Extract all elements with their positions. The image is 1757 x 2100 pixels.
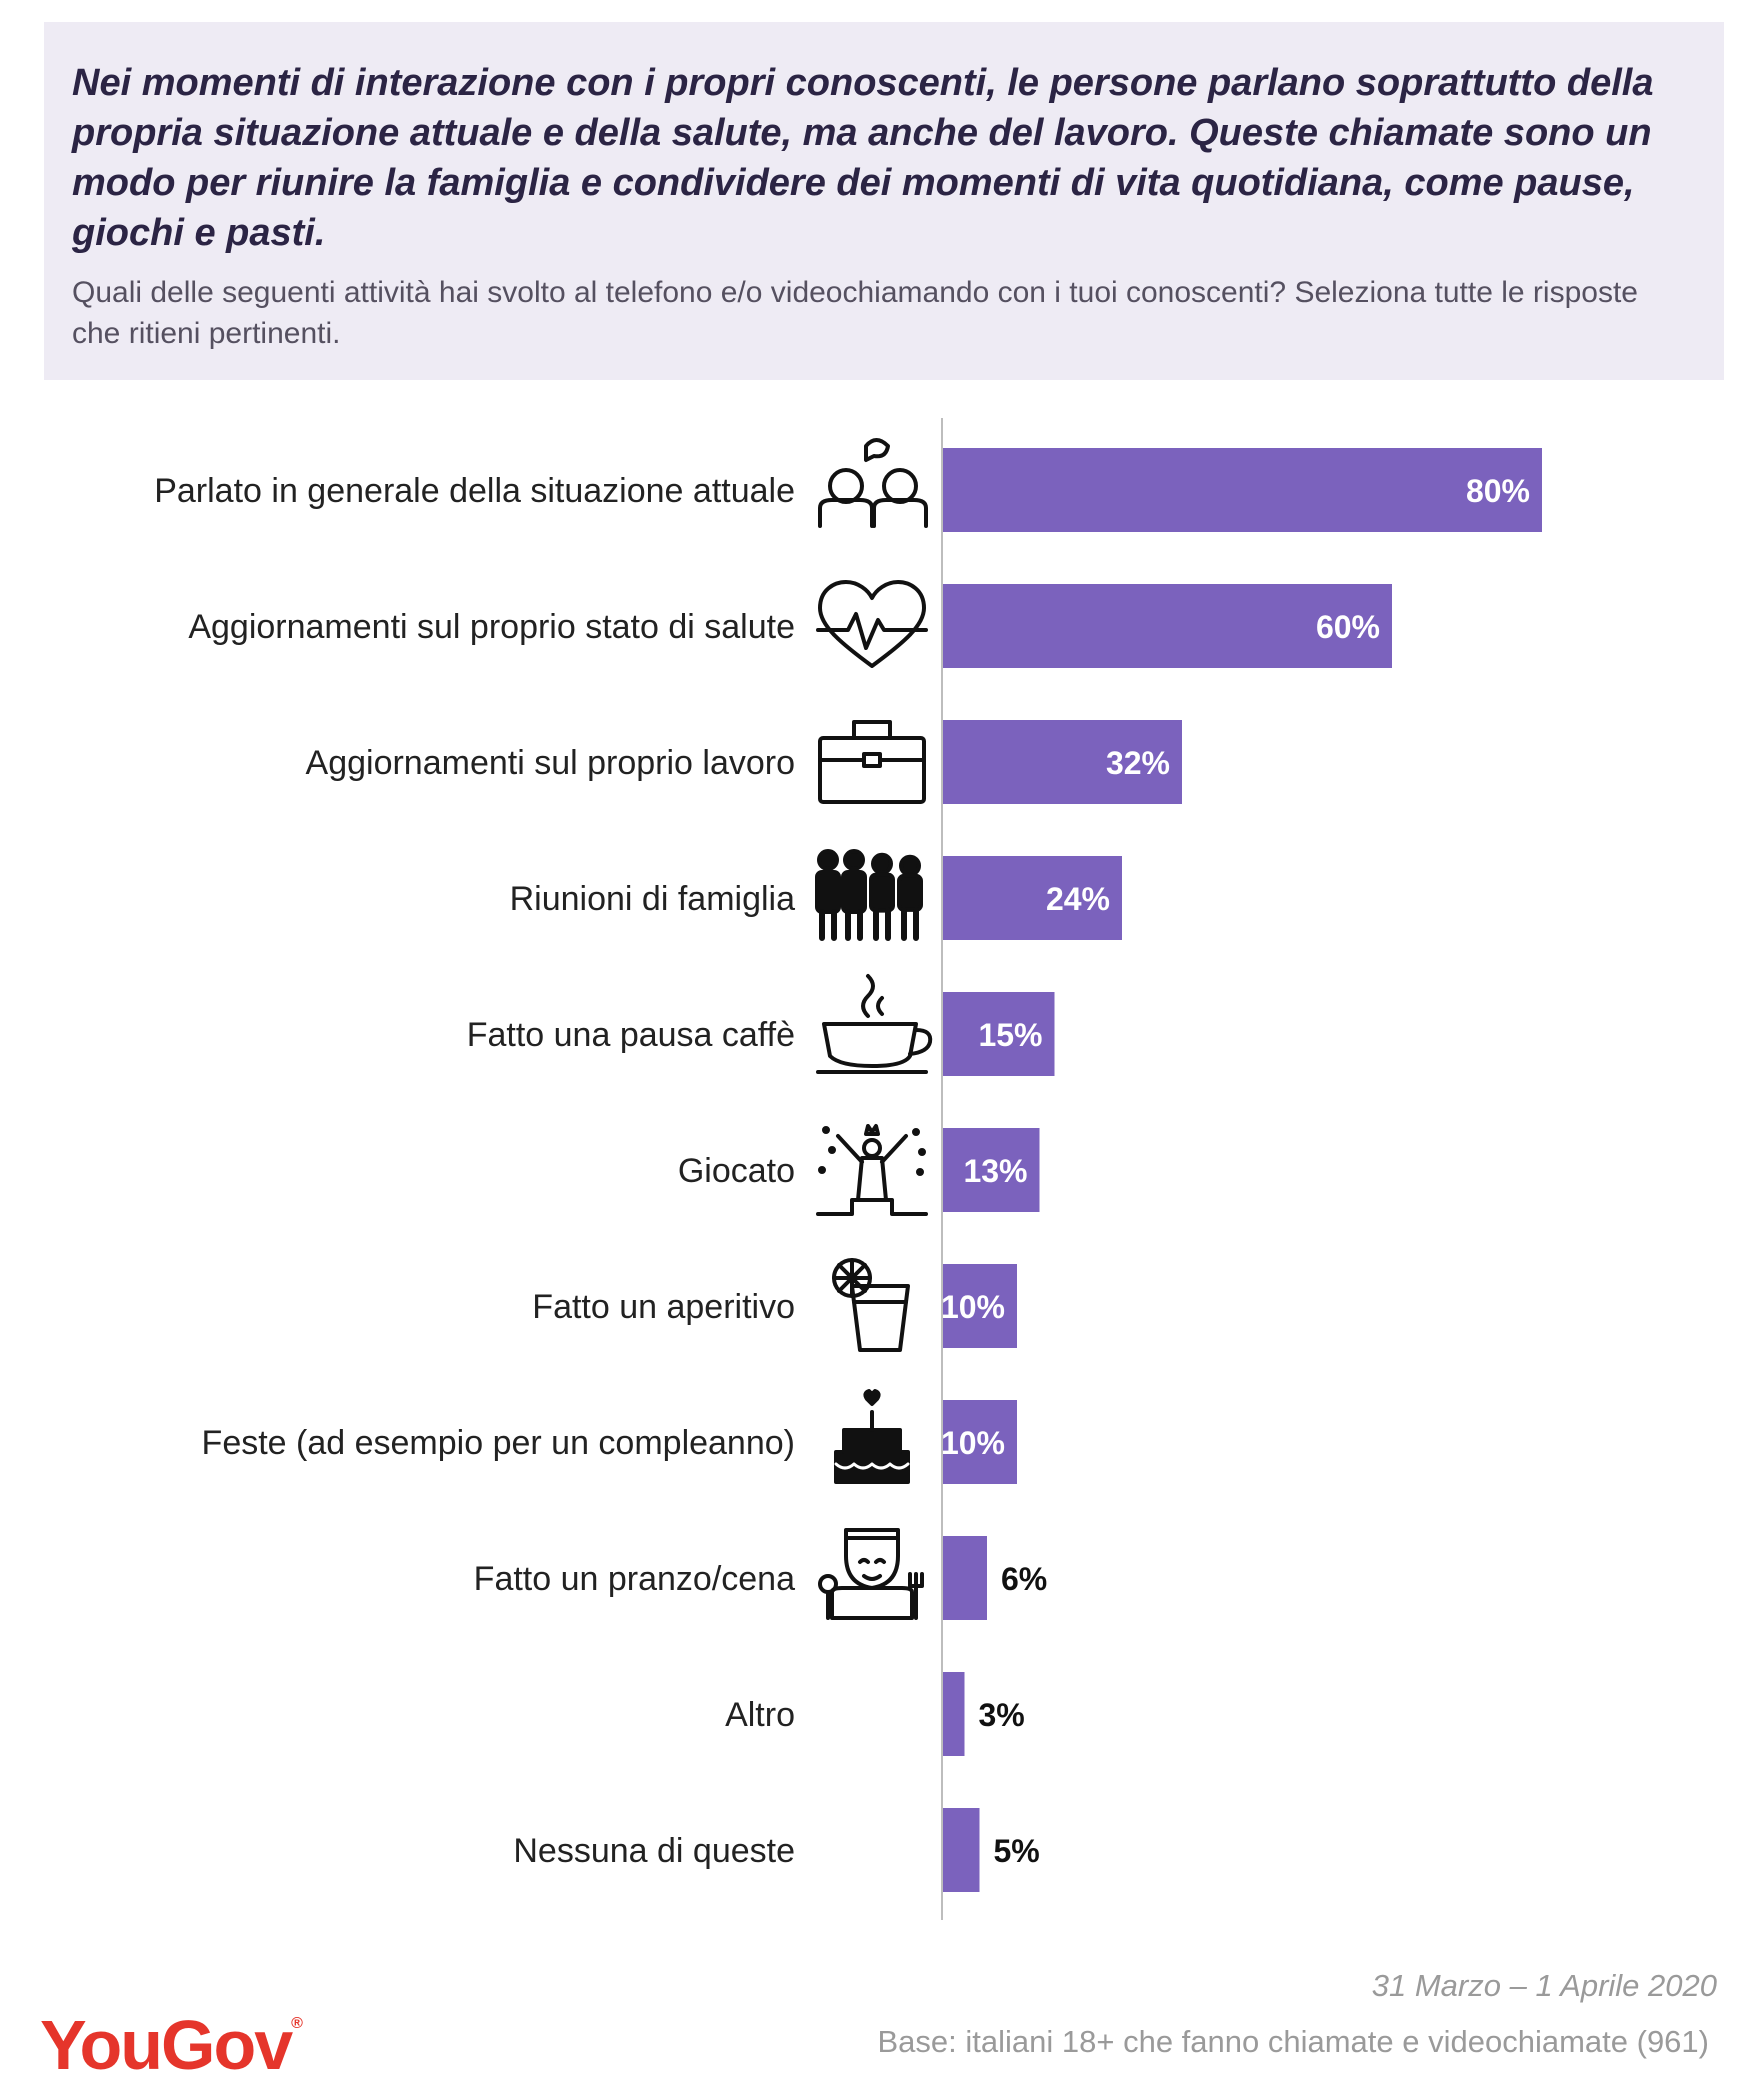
celebration-icon <box>816 1124 928 1216</box>
survey-date: 31 Marzo – 1 Aprile 2020 <box>1371 1968 1717 2003</box>
value-label: 10% <box>941 1425 1005 1461</box>
bar <box>942 1128 1040 1212</box>
bar <box>942 1536 987 1620</box>
value-label: 13% <box>963 1153 1027 1189</box>
dining-person-icon <box>818 1528 924 1620</box>
birthday-cake-icon <box>834 1389 910 1484</box>
chart-subtitle: Quali delle seguenti attività hai svolto… <box>72 276 1638 350</box>
family-icon <box>815 849 923 941</box>
value-label: 80% <box>1466 473 1530 509</box>
bar-chart: Parlato in generale della situazione att… <box>154 418 1542 1920</box>
category-label: Parlato in generale della situazione att… <box>154 472 795 510</box>
drink-glass-icon <box>832 1258 910 1352</box>
value-label: 10% <box>941 1289 1005 1325</box>
bar <box>942 720 1182 804</box>
category-label: Riunioni di famiglia <box>510 880 795 918</box>
bar <box>942 992 1055 1076</box>
bar <box>942 584 1392 668</box>
bar <box>942 1672 965 1756</box>
value-label: 60% <box>1316 609 1380 645</box>
value-label: 3% <box>979 1697 1025 1733</box>
briefcase-icon <box>818 720 926 804</box>
category-label: Aggiornamenti sul proprio lavoro <box>306 744 795 782</box>
category-label: Altro <box>725 1696 795 1734</box>
bar <box>942 856 1122 940</box>
value-label: 24% <box>1046 881 1110 917</box>
category-label: Aggiornamenti sul proprio stato di salut… <box>188 608 795 646</box>
category-label: Fatto un pranzo/cena <box>474 1560 795 1598</box>
bar <box>942 1400 1017 1484</box>
value-label: 5% <box>994 1833 1040 1869</box>
bar <box>942 1808 980 1892</box>
yougov-logo: YouGov® <box>40 2006 303 2084</box>
value-label: 32% <box>1106 745 1170 781</box>
bar <box>942 1264 1017 1348</box>
category-label: Nessuna di queste <box>513 1832 795 1870</box>
category-label: Feste (ad esempio per un compleanno) <box>202 1424 795 1462</box>
heart-pulse-icon <box>816 580 928 668</box>
coffee-cup-icon <box>816 974 933 1074</box>
people-talking-icon <box>818 438 928 528</box>
bar <box>942 448 1542 532</box>
category-label: Giocato <box>678 1152 795 1190</box>
survey-base: Base: italiani 18+ che fanno chiamate e … <box>877 2024 1710 2059</box>
chart-title: Nei momenti di interazione con i propri … <box>72 62 1654 254</box>
value-label: 15% <box>978 1017 1042 1053</box>
category-label: Fatto una pausa caffè <box>467 1016 795 1054</box>
value-label: 6% <box>1001 1561 1047 1597</box>
header-panel: Nei momenti di interazione con i propri … <box>44 22 1724 380</box>
category-label: Fatto un aperitivo <box>532 1288 795 1326</box>
